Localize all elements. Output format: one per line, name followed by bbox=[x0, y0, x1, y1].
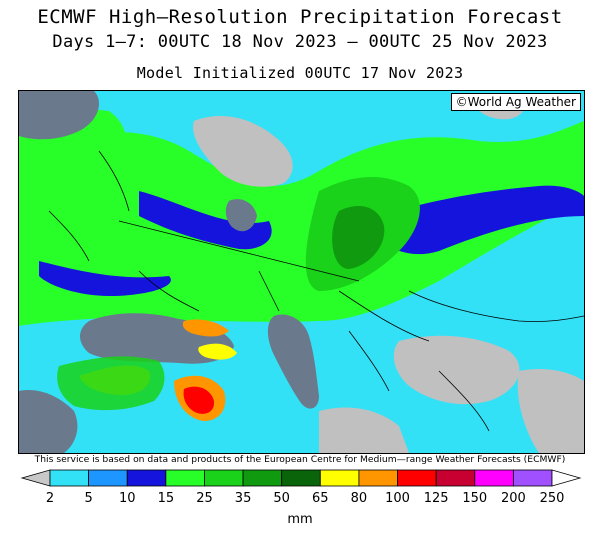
scale-unit-label: mm bbox=[287, 512, 313, 527]
map-title: ECMWF High—Resolution Precipitation Fore… bbox=[37, 6, 563, 28]
scale-color-box bbox=[435, 469, 476, 487]
model-init-time: Model Initialized 00UTC 17 Nov 2023 bbox=[136, 64, 464, 82]
sea-caspian bbox=[267, 314, 319, 409]
scale-color-box bbox=[204, 469, 244, 487]
scale-tick-label: 250 bbox=[540, 491, 565, 506]
scale-tick-label: 65 bbox=[312, 491, 329, 506]
data-source-disclaimer: This service is based on data and produc… bbox=[34, 454, 566, 465]
scale-color-box bbox=[474, 469, 514, 487]
scale-color-box bbox=[49, 469, 90, 487]
dry-land-scandinavia bbox=[193, 116, 293, 187]
scale-tick-label: 35 bbox=[235, 491, 252, 506]
sea-aegean bbox=[19, 390, 78, 453]
heavy-precip-caucasus bbox=[198, 343, 237, 360]
precip-band-dark-blue-a bbox=[139, 191, 272, 250]
precipitation-map: ©World Ag Weather bbox=[18, 90, 585, 454]
dry-land-east bbox=[517, 369, 584, 453]
scale-tick-label: 2 bbox=[46, 491, 54, 506]
precip-core-darker-green bbox=[332, 206, 385, 269]
precipitation-color-scale: 2 5 10 15 25 35 50 65 80 100 125 150 200 250 bbox=[0, 468, 600, 530]
scale-color-box bbox=[319, 469, 360, 487]
dry-land-middle-east bbox=[319, 407, 409, 453]
precip-band-dark-blue-c bbox=[39, 261, 171, 296]
scale-tick-label: 5 bbox=[84, 491, 92, 506]
color-scale-bar: 2 5 10 15 25 35 50 65 80 100 125 150 200 250 bbox=[20, 469, 582, 506]
scale-tick-label: 125 bbox=[424, 491, 449, 506]
scale-color-box bbox=[397, 469, 437, 487]
scale-arrow-low bbox=[20, 469, 51, 487]
scale-tick-label: 25 bbox=[196, 491, 213, 506]
scale-color-box bbox=[281, 469, 321, 487]
scale-arrow-high bbox=[551, 469, 582, 487]
credit-label: ©World Ag Weather bbox=[450, 93, 581, 111]
scale-tick-label: 150 bbox=[462, 491, 487, 506]
scale-color-box bbox=[88, 469, 128, 487]
scale-tick-label: 100 bbox=[385, 491, 410, 506]
scale-tick-label: 50 bbox=[273, 491, 290, 506]
sea-north-atlantic bbox=[19, 91, 99, 140]
heavy-precip-turkey-red bbox=[183, 386, 215, 414]
sea-baltic bbox=[225, 199, 257, 232]
scale-tick-label: 15 bbox=[158, 491, 175, 506]
precip-band-dark-blue-b bbox=[379, 185, 584, 255]
scale-tick-label: 80 bbox=[351, 491, 368, 506]
scale-color-box bbox=[512, 469, 553, 487]
scale-color-box bbox=[165, 469, 205, 487]
dry-land-central-asia bbox=[393, 335, 520, 405]
scale-color-box bbox=[126, 469, 167, 487]
map-canvas bbox=[19, 91, 584, 453]
scale-tick-label: 200 bbox=[501, 491, 526, 506]
heavy-precip-black-sea-coast bbox=[182, 319, 229, 337]
scale-color-box bbox=[358, 469, 398, 487]
precip-anatolia-green bbox=[57, 356, 165, 411]
country-borders bbox=[48, 150, 584, 432]
scale-tick-label: 10 bbox=[119, 491, 136, 506]
scale-color-box bbox=[242, 469, 283, 487]
forecast-period: Days 1–7: 00UTC 18 Nov 2023 — 00UTC 25 N… bbox=[52, 32, 548, 52]
